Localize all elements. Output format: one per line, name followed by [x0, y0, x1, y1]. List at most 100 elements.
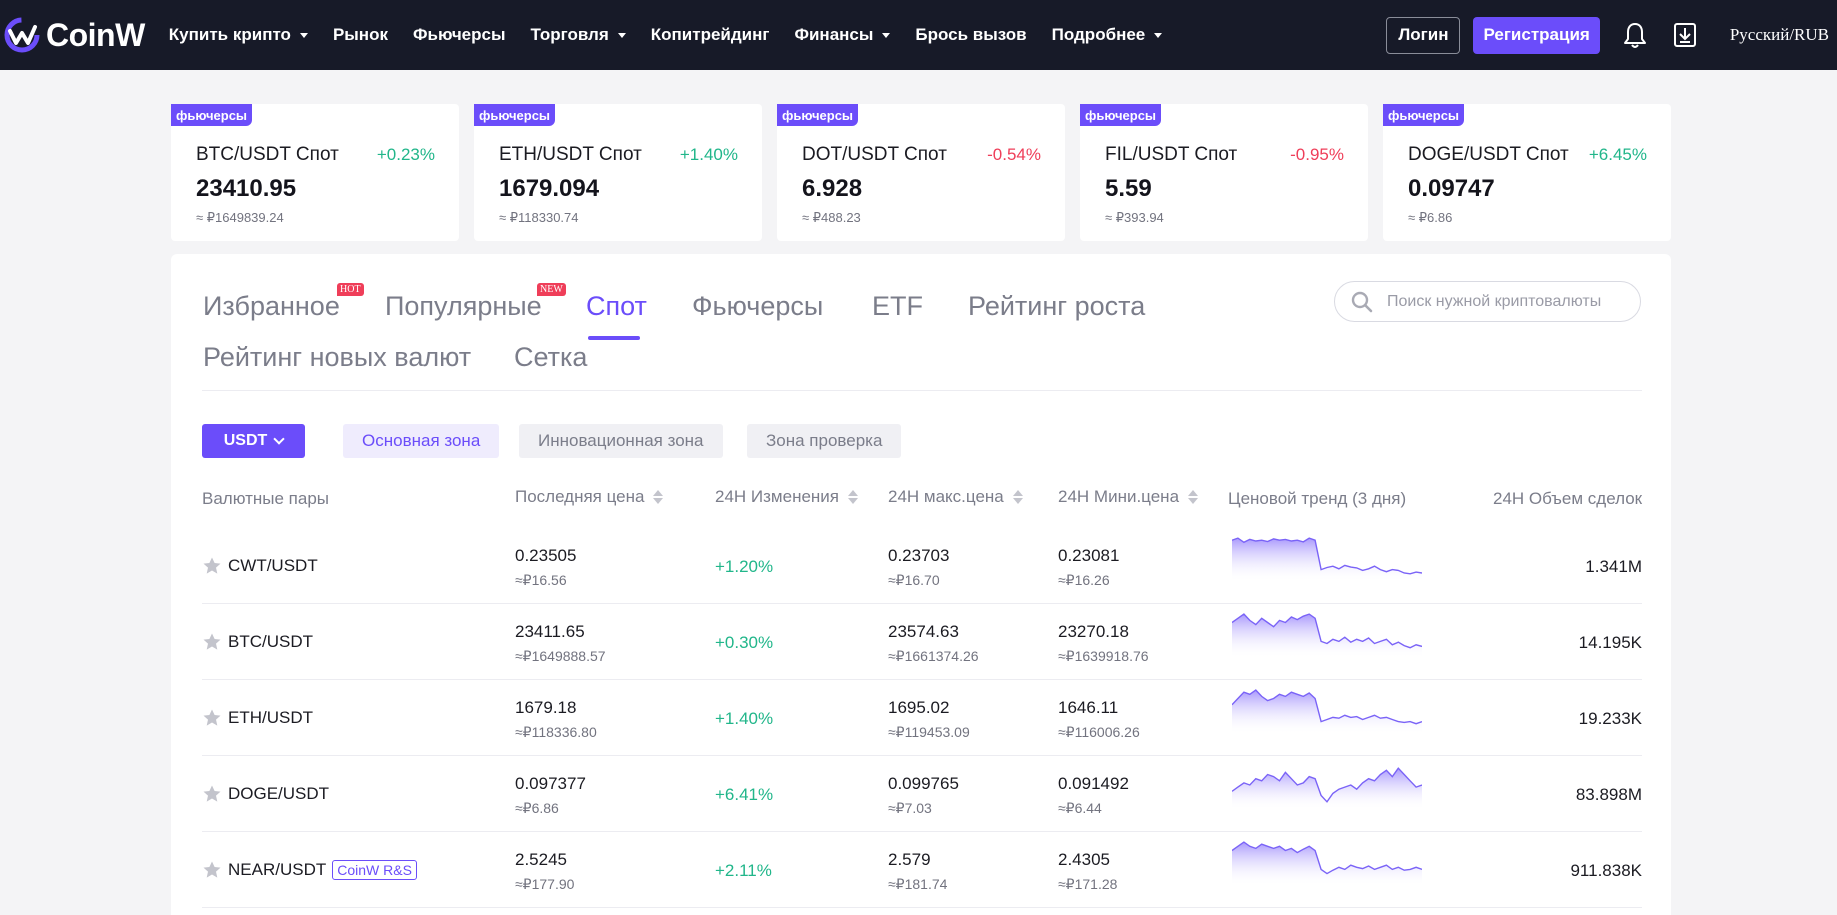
nav-buy-crypto[interactable]: Купить крипто [169, 25, 308, 45]
ticker-fiat-price: ≈ ₽118330.74 [499, 210, 579, 225]
login-button[interactable]: Логин [1386, 16, 1461, 54]
nav-market[interactable]: Рынок [333, 25, 388, 45]
table-row[interactable]: CWT/USDT 0.23505 ≈₽16.56 +1.20% 0.23703 ≈₽16.… [202, 528, 1642, 604]
header-label: Ценовой тренд (3 дня) [1228, 489, 1407, 508]
nav-copytrading[interactable]: Копитрейдинг [651, 25, 770, 45]
favorite-star-icon[interactable] [202, 860, 222, 880]
tab-new-coins-rating[interactable]: Рейтинг новых валют [203, 342, 472, 372]
low-price-cell: 0.091492 ≈₽6.44 [1058, 774, 1129, 817]
nav-label: Купить крипто [168, 25, 291, 44]
nav-more[interactable]: Подробнее [1052, 25, 1163, 45]
favorite-star-icon[interactable] [202, 556, 222, 576]
high-price-fiat: ≈₽7.03 [888, 800, 932, 816]
ticker-pair: FIL/USDT Спот [1105, 144, 1238, 165]
low-price: 23270.18 [1058, 622, 1129, 641]
trend-area [1232, 768, 1422, 810]
header-label: 24H макс.цена [888, 487, 1004, 506]
ticker-card[interactable]: фьючерсы DOGE/USDT Спот +6.45% 0.09747 ≈… [1383, 104, 1671, 241]
tab-favorites[interactable]: Избранное [203, 291, 340, 321]
nav-finance[interactable]: Финансы [794, 25, 891, 45]
ticker-card[interactable]: фьючерсы DOT/USDT Спот -0.54% 6.928 ≈ ₽4… [777, 104, 1065, 241]
col-header-high[interactable]: 24H макс.цена [888, 487, 1023, 507]
volume-value: 911.838K [1570, 861, 1642, 880]
high-price-cell: 23574.63 ≈₽1661374.26 [888, 622, 979, 665]
tabs-divider [202, 390, 1642, 391]
change-value: +6.41% [715, 785, 774, 804]
market-panel: Избранное HOT Популярные NEW Спот Фьючер… [171, 254, 1671, 915]
nav-label: Финансы [794, 25, 874, 44]
table-row[interactable]: ETH/USDT 1679.18 ≈₽118336.80 +1.40% 1695.02 ≈… [202, 680, 1642, 756]
tab-etf[interactable]: ETF [872, 291, 923, 321]
tab-spot[interactable]: Спот [586, 291, 647, 321]
zone-assessment[interactable]: Зона проверка [747, 424, 902, 458]
last-price-cell: 0.23505 ≈₽16.56 [515, 546, 576, 589]
change-value: +2.11% [715, 861, 772, 880]
col-header-change[interactable]: 24H Изменения [715, 487, 858, 507]
table-row[interactable]: DOGE/USDT 0.097377 ≈₽6.86 +6.41% 0.099765 ≈₽7… [202, 756, 1642, 832]
header-label: 24H Мини.цена [1058, 487, 1180, 506]
download-icon[interactable] [1670, 20, 1700, 50]
ticker-card[interactable]: фьючерсы FIL/USDT Спот -0.95% 5.59 ≈ ₽39… [1080, 104, 1368, 241]
futures-badge: фьючерсы [1080, 104, 1162, 126]
volume-value: 83.898M [1575, 785, 1642, 804]
futures-badge: фьючерсы [777, 104, 859, 126]
last-price-cell: 1679.18 ≈₽118336.80 [515, 698, 597, 741]
last-price: 23411.65 [515, 622, 585, 641]
high-price-cell: 0.23703 ≈₽16.70 [888, 546, 949, 589]
table-row[interactable]: BTC/USDT 23411.65 ≈₽1649888.57 +0.30% 23574.… [202, 604, 1642, 680]
table-row[interactable]: NEAR/USDT CoinW R&S 2.5245 ≈₽177.90 +2.11% 2.… [202, 832, 1642, 908]
pair-cell: CWT/USDT [202, 556, 318, 576]
col-header-volume: 24H Объем сделок [1493, 489, 1642, 509]
high-price: 0.099765 [888, 774, 959, 793]
caret-down-icon [299, 32, 308, 38]
last-price: 1679.18 [515, 698, 577, 717]
pair-cell: DOGE/USDT [202, 784, 329, 804]
favorite-star-icon[interactable] [202, 632, 222, 652]
tab-futures[interactable]: Фьючерсы [692, 291, 824, 321]
col-header-last-price[interactable]: Последняя цена [515, 487, 664, 507]
caret-down-icon [1154, 32, 1163, 38]
zone-main[interactable]: Основная зона [343, 424, 500, 458]
sort-icon [1188, 490, 1199, 504]
volume-value: 19.233K [1578, 709, 1642, 728]
last-price-fiat: ≈₽118336.80 [515, 724, 597, 740]
favorite-star-icon[interactable] [202, 708, 222, 728]
high-price-fiat: ≈₽181.74 [888, 876, 948, 892]
notifications-bell-icon[interactable] [1620, 20, 1650, 50]
sort-icon [653, 490, 664, 504]
last-price-cell: 0.097377 ≈₽6.86 [515, 774, 586, 817]
favorite-star-icon[interactable] [202, 784, 222, 804]
tab-grid[interactable]: Сетка [514, 342, 588, 372]
chevron-down-icon [273, 433, 285, 445]
tab-popular[interactable]: Популярные [385, 291, 542, 321]
nav-trading[interactable]: Торговля [531, 25, 626, 45]
ticker-price: 23410.95 [196, 175, 297, 202]
nav-label: Брось вызов [915, 25, 1027, 44]
ticker-card[interactable]: фьючерсы BTC/USDT Спот +0.23% 23410.95 ≈… [171, 104, 459, 241]
change-value: +1.40% [715, 709, 774, 728]
low-price-fiat: ≈₽16.26 [1058, 572, 1110, 588]
ticker-fiat-price: ≈ ₽6.86 [1408, 210, 1453, 225]
pair-name: NEAR/USDT [228, 860, 327, 879]
pair-tag: CoinW R&S [332, 860, 417, 880]
low-price: 0.23081 [1058, 546, 1120, 565]
last-price-cell: 23411.65 ≈₽1649888.57 [515, 622, 606, 665]
low-price-cell: 23270.18 ≈₽1639918.76 [1058, 622, 1149, 665]
register-button[interactable]: Регистрация [1473, 16, 1600, 54]
nav-futures[interactable]: Фьючерсы [413, 25, 506, 45]
crypto-search[interactable] [1334, 281, 1641, 322]
tab-growth-rating[interactable]: Рейтинг роста [968, 291, 1146, 321]
search-input[interactable] [1387, 292, 1627, 311]
coinw-logo[interactable]: CoinW [2, 15, 145, 55]
ticker-price: 5.59 [1105, 175, 1152, 202]
language-currency-selector[interactable]: Русский/RUB [1729, 25, 1829, 44]
trend-line [1232, 767, 1422, 803]
col-header-low[interactable]: 24H Мини.цена [1058, 487, 1199, 507]
nav-challenge[interactable]: Брось вызов [915, 25, 1026, 45]
ticker-card[interactable]: фьючерсы ETH/USDT Спот +1.40% 1679.094 ≈… [474, 104, 762, 241]
ticker-change: -0.95% [1290, 145, 1344, 164]
header-label: Последняя цена [515, 487, 645, 506]
zone-innovation[interactable]: Инновационная зона [519, 424, 723, 458]
last-price-cell: 2.5245 ≈₽177.90 [515, 850, 574, 893]
quote-currency-select[interactable]: USDT [202, 424, 305, 458]
